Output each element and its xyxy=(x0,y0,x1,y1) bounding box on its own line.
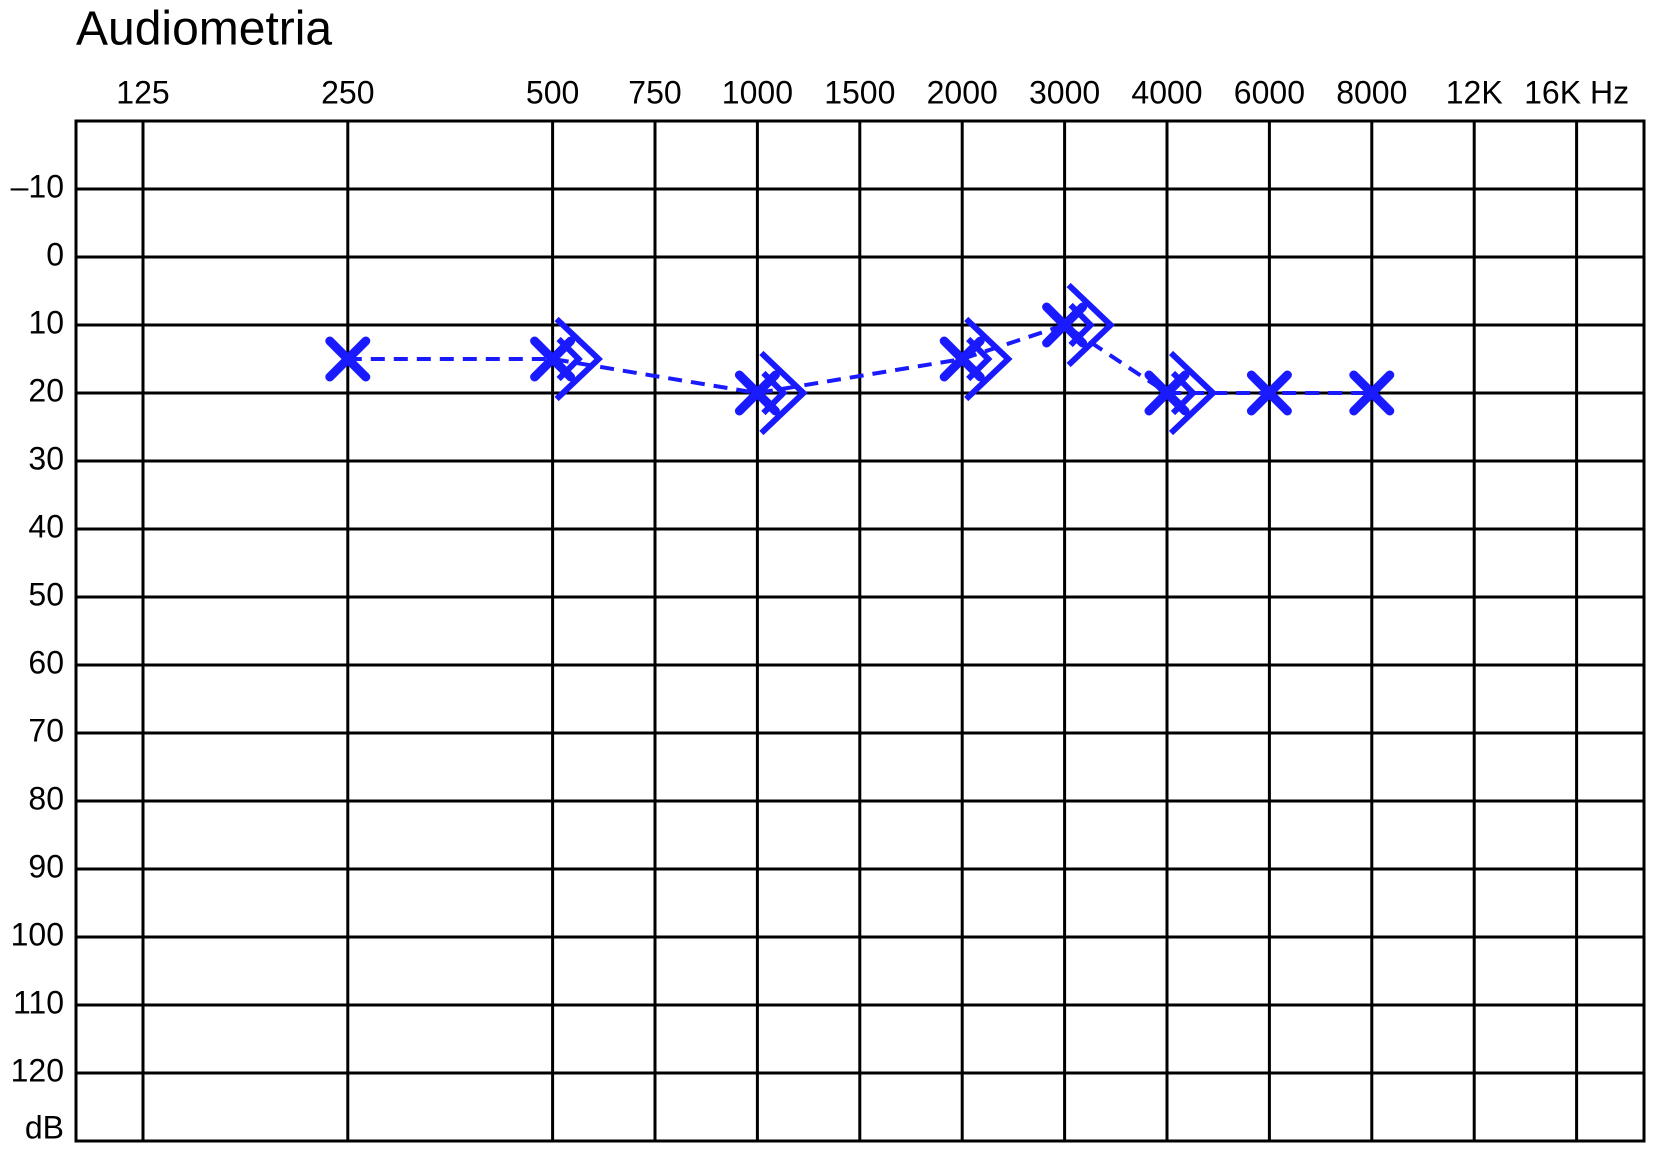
y-tick-label: 70 xyxy=(28,712,64,748)
x-tick-label: 12K xyxy=(1446,74,1503,110)
y-axis-label: dB xyxy=(25,1109,64,1145)
x-tick-label: 6000 xyxy=(1234,74,1305,110)
x-tick-label: 4000 xyxy=(1131,74,1202,110)
y-tick-label: 0 xyxy=(46,236,64,272)
x-tick-label: 1500 xyxy=(824,74,895,110)
y-tick-label: –10 xyxy=(11,168,64,204)
y-tick-label: 60 xyxy=(28,644,64,680)
x-tick-label: 750 xyxy=(628,74,681,110)
y-tick-label: 100 xyxy=(11,916,64,952)
x-tick-label: 125 xyxy=(116,74,169,110)
x-tick-label: 16K Hz xyxy=(1524,74,1629,110)
x-tick-label: 3000 xyxy=(1029,74,1100,110)
x-tick-label: 250 xyxy=(321,74,374,110)
chart-title: Audiometria xyxy=(76,3,332,56)
x-marker xyxy=(1349,370,1395,416)
y-tick-label: 50 xyxy=(28,576,64,612)
x-tick-label: 1000 xyxy=(722,74,793,110)
series-line xyxy=(347,322,1372,396)
x-tick-label: 500 xyxy=(526,74,579,110)
bracket-marker xyxy=(1066,282,1115,368)
y-tick-label: 30 xyxy=(28,440,64,476)
x-marker xyxy=(1246,370,1292,416)
x-tick-label: 8000 xyxy=(1336,74,1407,110)
x-tick-label: 2000 xyxy=(927,74,998,110)
y-tick-label: 10 xyxy=(28,304,64,340)
y-tick-label: 110 xyxy=(13,984,64,1020)
y-tick-label: 40 xyxy=(28,508,64,544)
bracket-marker xyxy=(964,316,1013,402)
bracket-marker xyxy=(554,316,603,402)
y-tick-label: 90 xyxy=(28,848,64,884)
bracket-marker xyxy=(759,350,808,436)
y-tick-label: 20 xyxy=(28,372,64,408)
y-tick-label: 120 xyxy=(11,1052,64,1088)
bracket-marker xyxy=(1168,350,1218,436)
y-tick-label: 80 xyxy=(28,780,64,816)
x-marker xyxy=(325,336,371,382)
